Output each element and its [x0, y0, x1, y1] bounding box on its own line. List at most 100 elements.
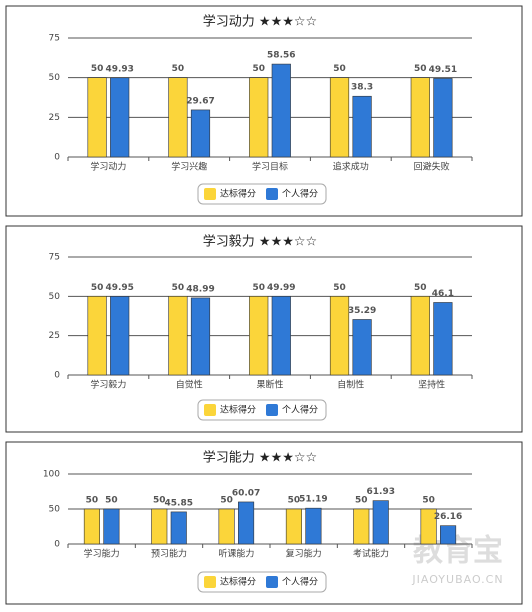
legend-frame [197, 183, 327, 205]
bar [168, 296, 188, 376]
chart-title: 学习能力 ★★★☆☆ [203, 450, 317, 466]
value-label: 49.93 [105, 64, 133, 74]
value-label: 35.29 [348, 306, 376, 316]
bar [190, 109, 211, 158]
bar [249, 296, 269, 376]
x-tick-label: 学习能力 [84, 548, 120, 560]
value-label: 60.07 [232, 488, 260, 498]
bar [420, 508, 437, 545]
legend-label: 个人得分 [282, 576, 318, 588]
chart-title: 学习毅力 ★★★☆☆ [203, 234, 317, 250]
bar [271, 63, 291, 158]
x-tick-label: 复习能力 [286, 548, 322, 560]
x-tick-label: 学习动力 [90, 161, 126, 173]
bar [440, 525, 457, 545]
legend-frame [197, 571, 327, 593]
x-tick-label: 追求成功 [333, 161, 369, 173]
legend-frame [197, 399, 327, 421]
legend-swatch [266, 188, 278, 200]
chart-title: 学习动力 ★★★☆☆ [203, 14, 317, 30]
bar [372, 500, 389, 545]
y-tick-label: 0 [54, 540, 60, 550]
value-label: 38.3 [351, 83, 373, 93]
y-tick-label: 25 [49, 331, 60, 341]
bar [218, 508, 235, 545]
value-label: 50 [172, 283, 185, 293]
bar [151, 508, 168, 545]
y-tick-label: 0 [54, 153, 60, 163]
x-tick-label: 回避失败 [414, 161, 450, 173]
bar [238, 501, 255, 545]
y-tick-label: 100 [43, 470, 60, 480]
chart-frame [5, 225, 523, 433]
y-tick-label: 50 [49, 292, 61, 302]
x-tick-label: 学习毅力 [90, 379, 126, 391]
value-label: 50 [355, 496, 368, 506]
legend-label: 达标得分 [220, 404, 256, 416]
value-label: 50 [153, 496, 166, 506]
y-tick-label: 25 [49, 113, 60, 123]
bar [168, 77, 188, 158]
bar [110, 296, 130, 376]
x-tick-label: 自制性 [337, 379, 364, 391]
value-label: 50 [172, 64, 185, 74]
legend-swatch [204, 576, 216, 588]
bar [249, 77, 269, 158]
legend-swatch [204, 188, 216, 200]
bar [190, 297, 211, 376]
bar [329, 296, 350, 376]
bar [87, 77, 107, 158]
value-label: 50 [333, 283, 346, 293]
y-tick-label: 0 [54, 371, 60, 381]
watermark-url: JIAOYUBAO.CN [411, 573, 503, 586]
value-label: 26.16 [434, 512, 462, 522]
value-label: 50 [91, 283, 104, 293]
value-label: 50 [86, 496, 99, 506]
y-tick-label: 50 [49, 73, 61, 83]
value-label: 50 [288, 496, 301, 506]
legend-label: 个人得分 [282, 188, 318, 200]
x-tick-label: 考试能力 [353, 548, 389, 560]
legend-swatch [204, 404, 216, 416]
value-label: 48.99 [186, 284, 214, 294]
bar [83, 508, 100, 545]
bar [329, 77, 350, 158]
bar [285, 508, 302, 545]
x-tick-label: 预习能力 [151, 548, 187, 560]
value-label: 49.99 [267, 283, 295, 293]
bar [305, 507, 322, 545]
bar [110, 77, 130, 158]
bar [353, 508, 370, 545]
y-tick-label: 75 [49, 253, 60, 263]
bar [433, 78, 453, 158]
value-label: 50 [422, 496, 435, 506]
bar [352, 95, 372, 158]
x-tick-label: 果断性 [256, 379, 283, 391]
value-label: 51.19 [299, 495, 327, 505]
legend-swatch [266, 404, 278, 416]
value-label: 50 [333, 64, 346, 74]
y-tick-label: 50 [49, 505, 61, 515]
bar [410, 77, 430, 158]
bar [352, 319, 372, 376]
value-label: 46.1 [432, 289, 454, 299]
value-label: 50 [252, 64, 265, 74]
x-tick-label: 学习目标 [252, 161, 288, 173]
value-label: 50 [105, 496, 118, 506]
value-label: 50 [220, 496, 233, 506]
legend-label: 达标得分 [220, 188, 256, 200]
x-tick-label: 自觉性 [176, 379, 203, 391]
value-label: 58.56 [267, 51, 295, 61]
bar [410, 296, 430, 376]
bar [170, 511, 187, 545]
chart-frame [5, 441, 523, 605]
x-tick-label: 听课能力 [218, 548, 254, 560]
value-label: 45.85 [165, 498, 193, 508]
value-label: 50 [414, 64, 427, 74]
bar [103, 508, 120, 545]
bar [87, 296, 107, 376]
x-tick-label: 学习兴趣 [171, 161, 207, 173]
bar [271, 296, 291, 376]
legend-label: 个人得分 [282, 404, 318, 416]
